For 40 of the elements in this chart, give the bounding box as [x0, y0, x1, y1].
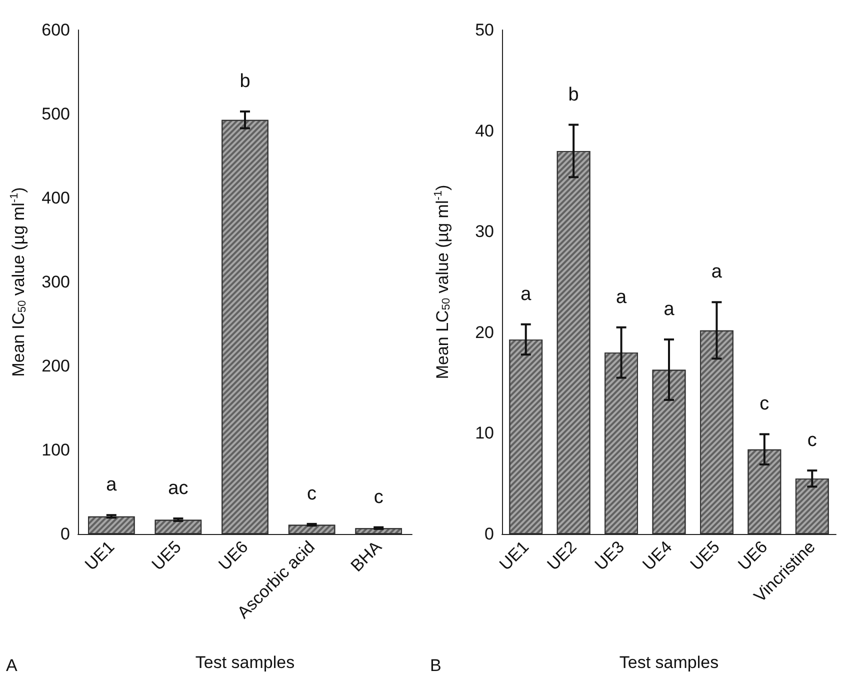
- x-axis-title: Test samples: [619, 653, 719, 672]
- y-tick-label: 200: [42, 356, 70, 376]
- y-tick-label: 0: [484, 524, 494, 544]
- y-axis-title: Mean IC50 value (µg ml-1): [8, 187, 28, 377]
- annotation: c: [807, 430, 817, 451]
- x-tick-label: UE5: [686, 537, 724, 574]
- annotation: c: [374, 486, 384, 508]
- annotation: c: [760, 394, 770, 415]
- x-tick-label: UE4: [638, 537, 676, 574]
- y-tick-label: 500: [42, 104, 70, 124]
- y-tick-label: 40: [475, 121, 494, 140]
- text: B: [430, 656, 442, 675]
- annotation: a: [616, 286, 627, 308]
- text: A: [6, 656, 18, 675]
- y-tick-label: 30: [475, 222, 494, 242]
- annotation: ac: [168, 478, 188, 499]
- x-tick-label: UE6: [214, 537, 252, 574]
- x-tick-label: BHA: [347, 536, 386, 576]
- y-tick-label: 400: [42, 188, 70, 208]
- x-tick-label: UE1: [496, 537, 533, 574]
- x-tick-label: UE5: [148, 537, 185, 574]
- y-tick-label: 50: [475, 20, 494, 40]
- annotation: a: [520, 284, 532, 305]
- y-tick-label: 600: [42, 20, 70, 40]
- y-tick-label: 300: [42, 272, 70, 292]
- annotation: b: [568, 84, 579, 106]
- annotation: a: [711, 262, 722, 283]
- x-tick-label: UE3: [591, 537, 628, 574]
- x-tick-label: UE2: [543, 537, 580, 574]
- y-tick-label: 100: [42, 440, 70, 460]
- x-axis-title: Test samples: [195, 653, 295, 672]
- x-tick-label: UE1: [81, 537, 118, 574]
- annotation: a: [664, 298, 675, 320]
- y-tick-label: 10: [475, 424, 494, 443]
- annotation: b: [240, 70, 250, 92]
- y-tick-label: 20: [475, 322, 494, 342]
- annotation: c: [307, 483, 317, 504]
- annotation: a: [106, 474, 118, 496]
- y-tick-label: 0: [60, 524, 70, 544]
- y-axis-title: Mean LC50 value (µg ml-1): [432, 184, 452, 380]
